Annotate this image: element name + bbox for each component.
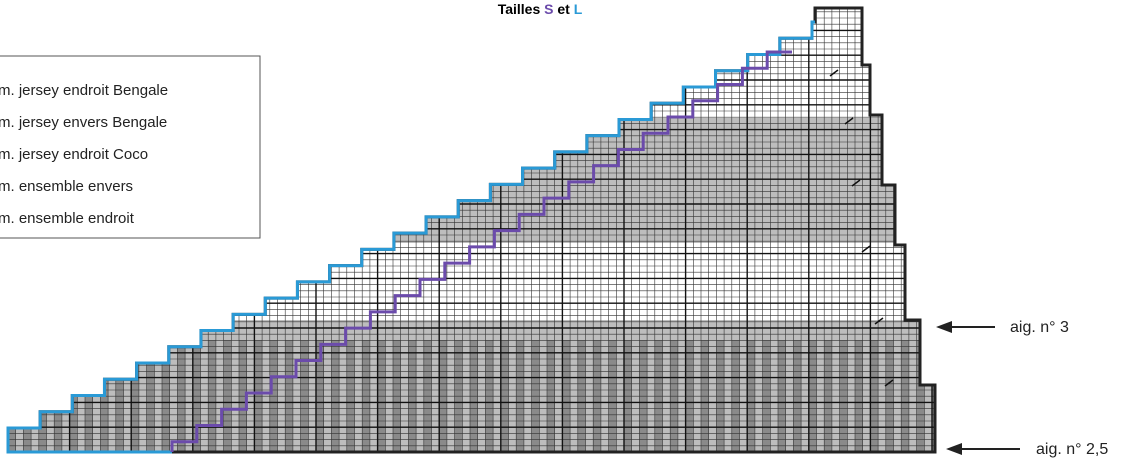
stripe (46, 340, 55, 452)
stripe (61, 340, 70, 452)
title-size: L (574, 1, 583, 17)
decrease-mark (844, 117, 854, 125)
band-gray (8, 320, 935, 340)
stripe (940, 340, 948, 452)
stripe (23, 340, 32, 452)
title-text: Tailles (498, 1, 541, 17)
needle-label: aig. n° 3 (1010, 319, 1069, 336)
legend-item: m. jersey endroit Coco (0, 146, 148, 163)
stripe (54, 340, 62, 452)
arrow (946, 443, 1020, 455)
needle-label: aig. n° 2,5 (1036, 441, 1108, 458)
decrease-mark (851, 179, 861, 187)
title-text: et (557, 1, 570, 17)
stripe (15, 340, 24, 452)
decrease-mark (829, 69, 839, 77)
chart-title: Tailles S et L (498, 1, 583, 17)
legend-item: m. jersey endroit Bengale (0, 82, 168, 99)
legend-box (0, 55, 261, 239)
decrease-mark (884, 379, 894, 387)
title-size: S (544, 1, 553, 17)
size-s-line (170, 50, 792, 452)
legend-item: m. jersey envers Bengale (0, 114, 167, 131)
stripe (38, 340, 47, 452)
stripe (31, 340, 39, 452)
decrease-mark (874, 317, 884, 325)
arrow (936, 321, 995, 333)
legend-item: m. ensemble envers (0, 178, 133, 195)
size-l-line (6, 20, 815, 454)
legend-item: m. ensemble endroit (0, 210, 135, 227)
legend: m. jersey endroit Bengale m. jersey enver… (0, 82, 168, 227)
decrease-mark (861, 245, 871, 253)
